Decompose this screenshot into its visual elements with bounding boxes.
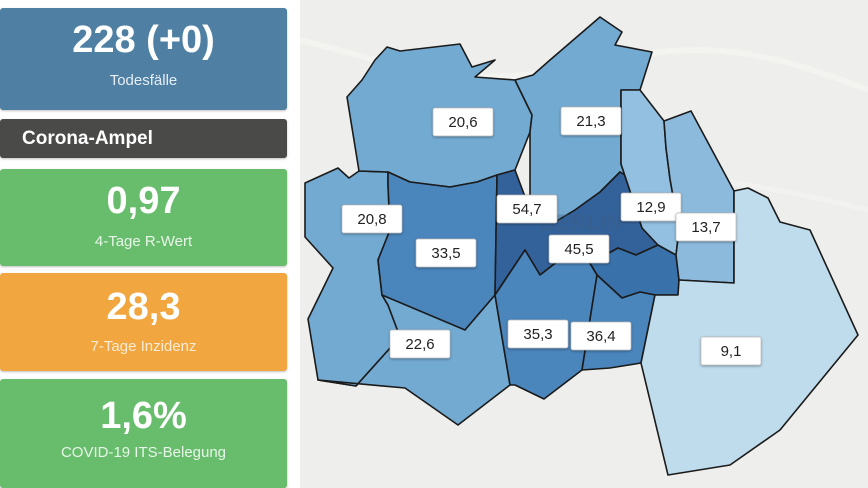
svg-text:36,4: 36,4 (586, 328, 615, 345)
svg-text:9,1: 9,1 (721, 343, 742, 360)
svg-text:20,6: 20,6 (448, 114, 477, 131)
svg-text:45,5: 45,5 (564, 241, 593, 258)
svg-text:20,8: 20,8 (357, 211, 386, 228)
svg-text:35,3: 35,3 (523, 326, 552, 343)
svg-text:54,7: 54,7 (512, 201, 541, 218)
svg-text:13,7: 13,7 (691, 219, 720, 236)
svg-text:21,3: 21,3 (576, 113, 605, 130)
svg-text:33,5: 33,5 (431, 245, 460, 262)
svg-text:12,9: 12,9 (636, 199, 665, 216)
svg-text:22,6: 22,6 (405, 336, 434, 353)
